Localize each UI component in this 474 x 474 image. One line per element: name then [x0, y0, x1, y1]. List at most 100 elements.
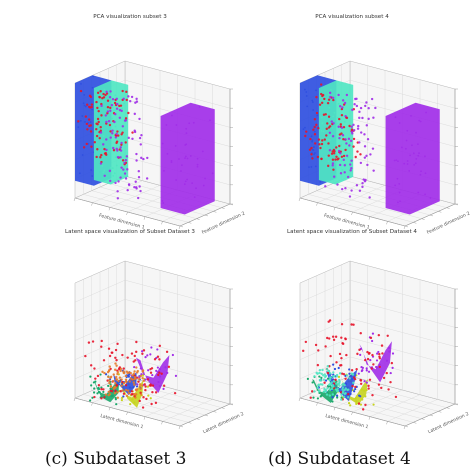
- point: [324, 388, 328, 392]
- point: [333, 382, 336, 385]
- point: [107, 347, 111, 350]
- point: [127, 136, 130, 140]
- point: [149, 371, 153, 374]
- caption-d: (d) Subdataset 4: [268, 449, 411, 469]
- point: [130, 95, 134, 99]
- point: [326, 365, 329, 368]
- point: [175, 179, 178, 181]
- point: [330, 152, 334, 155]
- point: [365, 381, 368, 384]
- point: [133, 401, 136, 404]
- point: [102, 143, 105, 146]
- point: [369, 359, 372, 362]
- point: [146, 156, 149, 160]
- point: [326, 112, 329, 114]
- point: [99, 373, 102, 376]
- point: [174, 144, 177, 147]
- point: [325, 127, 328, 131]
- point: [315, 111, 319, 115]
- point: [328, 378, 331, 382]
- point: [167, 365, 171, 369]
- point: [332, 115, 335, 118]
- series-red-scatter: [77, 89, 134, 166]
- point: [90, 105, 93, 109]
- point: [352, 123, 355, 127]
- point: [337, 93, 340, 97]
- point: [323, 373, 326, 376]
- point: [103, 169, 106, 172]
- point: [399, 200, 402, 203]
- point: [162, 202, 165, 204]
- point: [93, 395, 96, 399]
- point: [361, 408, 365, 411]
- point: [331, 126, 334, 129]
- series-purple-slab: [385, 102, 440, 215]
- point: [143, 383, 146, 386]
- point: [337, 366, 340, 370]
- point: [340, 393, 343, 396]
- point: [116, 370, 120, 374]
- point: [313, 390, 316, 393]
- point: [133, 383, 136, 386]
- point: [82, 102, 85, 105]
- point: [331, 135, 335, 138]
- point: [129, 100, 132, 103]
- point: [302, 349, 305, 353]
- point: [117, 180, 120, 183]
- point: [332, 379, 336, 383]
- point: [145, 397, 148, 401]
- point: [109, 130, 112, 133]
- point: [99, 162, 103, 165]
- point: [361, 185, 364, 189]
- point: [96, 148, 99, 151]
- point: [325, 138, 328, 140]
- point: [348, 372, 351, 375]
- point: [329, 136, 332, 139]
- point: [104, 114, 108, 117]
- point: [126, 175, 128, 178]
- point: [328, 337, 331, 340]
- point: [142, 349, 146, 352]
- point: [102, 92, 105, 96]
- point: [419, 120, 422, 123]
- axis-edges: [299, 289, 456, 427]
- point: [138, 117, 141, 121]
- point: [156, 355, 160, 358]
- point: [326, 371, 329, 375]
- point: [114, 389, 117, 393]
- point: [318, 368, 322, 372]
- point: [186, 178, 188, 181]
- point: [348, 368, 351, 371]
- point: [365, 154, 368, 158]
- point: [138, 185, 141, 188]
- point: [377, 383, 381, 386]
- point: [130, 393, 133, 396]
- point: [150, 367, 154, 370]
- point: [359, 353, 362, 356]
- point: [319, 379, 323, 382]
- point: [111, 132, 114, 135]
- x-axis-label: Latent dimension 1: [100, 413, 144, 430]
- point: [97, 120, 100, 124]
- point: [358, 141, 361, 144]
- point: [365, 389, 368, 392]
- point: [106, 110, 110, 113]
- point: [139, 374, 142, 378]
- point: [335, 122, 338, 125]
- point: [106, 150, 109, 153]
- point: [359, 106, 363, 110]
- point: [314, 165, 317, 168]
- blob-mark: [359, 341, 392, 383]
- point: [121, 131, 124, 134]
- point: [425, 111, 427, 114]
- point: [83, 94, 86, 96]
- blob-mark: [341, 379, 368, 405]
- point: [345, 116, 349, 120]
- point: [109, 166, 112, 169]
- point: [390, 361, 394, 365]
- point: [314, 152, 316, 154]
- point: [154, 401, 158, 405]
- point: [358, 110, 361, 114]
- point: [364, 395, 367, 398]
- point: [413, 164, 416, 166]
